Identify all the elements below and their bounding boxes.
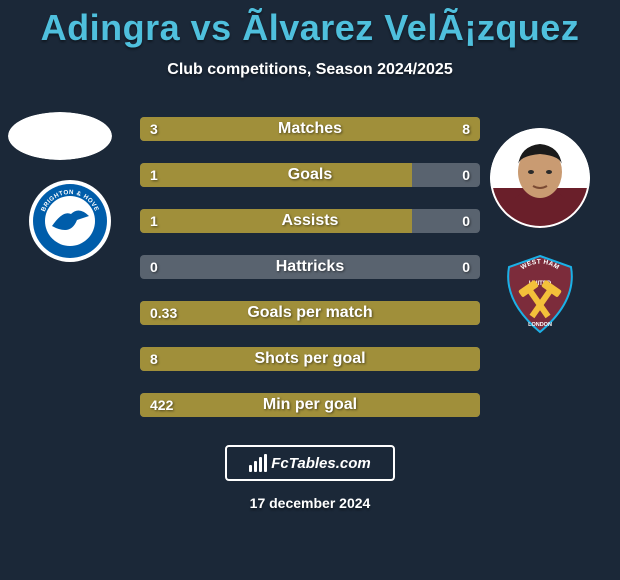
stat-row: Hattricks0 0 [140, 255, 480, 279]
bars-icon [249, 454, 267, 472]
stat-label: Shots per goal [140, 347, 480, 371]
stat-value-right: 0 [462, 255, 470, 279]
stat-label: Goals per match [140, 301, 480, 325]
fctables-logo: FcTables.com [225, 445, 395, 481]
stat-value-left: 0.33 [150, 301, 177, 325]
player-face-icon [490, 128, 590, 228]
stat-label: Hattricks [140, 255, 480, 279]
stat-value-right: 0 [462, 163, 470, 187]
stat-label: Min per goal [140, 393, 480, 417]
stats-list: Matches38Goals10Assists10Hattricks00Goal… [140, 117, 480, 417]
logo-text: FcTables.com [271, 455, 370, 472]
svg-text:LONDON: LONDON [528, 322, 552, 328]
stat-row: Goals per match0.33 [140, 301, 480, 325]
stat-value-left: 1 [150, 209, 158, 233]
stat-row: Min per goal422 [140, 393, 480, 417]
stat-label: Assists [140, 209, 480, 233]
stat-value-left: 1 [150, 163, 158, 187]
stat-value-right: 8 [462, 117, 470, 141]
stat-value-left: 8 [150, 347, 158, 371]
date-text: 17 december 2024 [250, 495, 371, 511]
club-badge-right: WEST HAM UNITED LONDON [499, 253, 581, 335]
stat-row: Matches3 8 [140, 117, 480, 141]
stat-value-left: 422 [150, 393, 173, 417]
club-badge-left: BRIGHTON & HOVE ALBION [29, 180, 111, 262]
stat-row: Assists1 0 [140, 209, 480, 233]
westham-badge-icon: WEST HAM UNITED LONDON [499, 253, 581, 335]
page-title: Adingra vs Ãlvarez VelÃ¡zquez [41, 7, 580, 49]
brighton-badge-icon: BRIGHTON & HOVE ALBION [29, 180, 111, 262]
blank-avatar-icon [8, 112, 112, 160]
comparison-card: Adingra vs Ãlvarez VelÃ¡zquez Club compe… [0, 0, 620, 580]
stat-label: Matches [140, 117, 480, 141]
stat-value-right: 0 [462, 209, 470, 233]
player-left-avatar [8, 112, 112, 160]
page-subtitle: Club competitions, Season 2024/2025 [167, 61, 452, 79]
player-right-avatar [490, 128, 590, 228]
stat-value-left: 3 [150, 117, 158, 141]
stat-label: Goals [140, 163, 480, 187]
stat-row: Goals1 0 [140, 163, 480, 187]
stat-value-left: 0 [150, 255, 158, 279]
stat-row: Shots per goal8 [140, 347, 480, 371]
